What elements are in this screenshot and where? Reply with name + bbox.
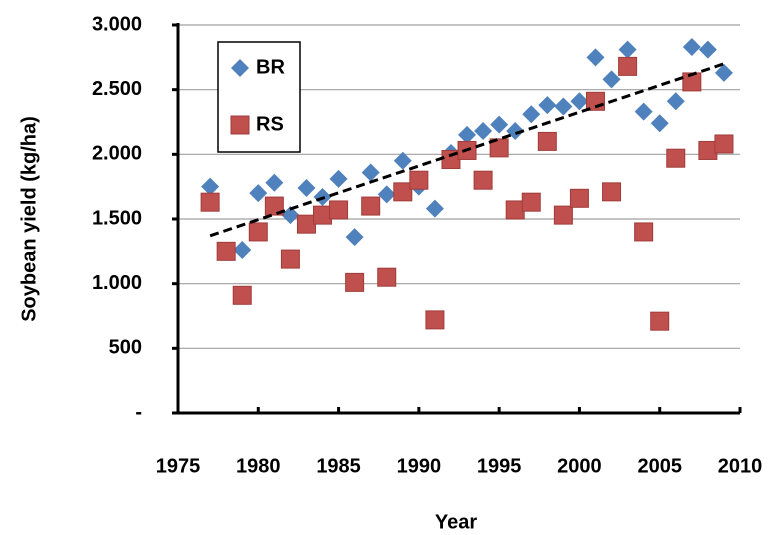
point [216,241,236,261]
x-tick-label: 1975 [156,455,201,477]
point [618,56,638,76]
point [265,173,284,192]
y-tick-label: 2.000 [92,143,142,165]
point [313,205,333,225]
point [201,177,220,196]
point [280,249,300,269]
point [666,92,685,111]
point [297,178,316,197]
point [458,125,477,144]
point [650,114,669,133]
point [329,200,349,220]
point [634,222,654,242]
point [682,37,701,56]
point [586,48,605,67]
legend-marker [230,115,250,135]
point [281,206,300,225]
point [521,192,541,212]
point [618,40,637,59]
point [345,228,364,247]
point [345,272,365,292]
legend-marker [231,59,249,77]
point [537,131,557,151]
y-tick-label: 1.000 [92,272,142,294]
x-tick-label: 2010 [718,455,763,477]
point [522,105,541,124]
point [698,140,718,160]
point [264,196,284,216]
point [393,182,413,202]
point [553,205,573,225]
point [377,185,396,204]
y-tick-label: 3.000 [92,13,142,35]
x-tick-label: 2000 [557,455,602,477]
y-tick-label: 2.500 [92,78,142,100]
point [554,97,573,116]
point [377,267,397,287]
point [714,134,734,154]
trend-line [209,62,725,238]
point [489,138,509,158]
point [409,170,429,190]
point [569,188,589,208]
legend-label: RS [256,113,284,135]
point [296,214,316,234]
x-tick-label: 1985 [316,455,361,477]
point [474,122,493,141]
x-axis-label: Year [435,511,477,533]
point [682,72,702,92]
point [473,170,493,190]
point [249,184,268,203]
point [329,169,348,188]
point [714,63,733,82]
point [425,310,445,330]
point [361,163,380,182]
point [634,102,653,121]
point [505,200,525,220]
point [570,92,589,111]
point [361,196,381,216]
point [602,70,621,89]
point [232,285,252,305]
point [425,199,444,218]
x-tick-label: 1990 [397,455,442,477]
y-tick-label: 1.500 [92,207,142,229]
point [200,192,220,212]
point [393,151,412,170]
x-tick-label: 1995 [477,455,522,477]
y-tick-label: 500 [109,337,142,359]
x-tick-label: 2005 [637,455,682,477]
x-tick-label: 1980 [236,455,281,477]
point [538,96,557,115]
point [248,222,268,242]
y-tick-label: - [135,401,142,423]
point [490,115,509,134]
y-axis-label: Soybean yield (kg/ha) [18,116,40,322]
point [602,182,622,202]
point [650,311,670,331]
point [698,40,717,59]
point [666,148,686,168]
point [233,241,252,260]
legend-label: BR [256,56,285,78]
